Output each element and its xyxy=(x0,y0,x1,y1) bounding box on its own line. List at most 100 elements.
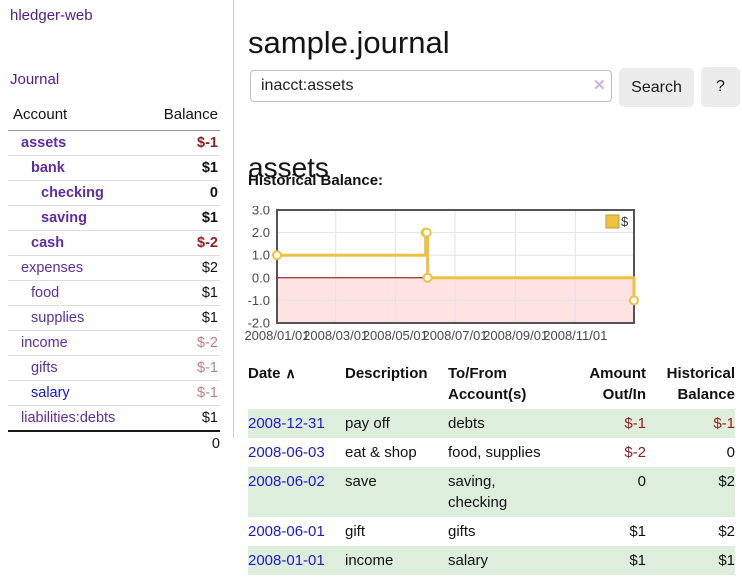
register-section: Date ∧ Description To/From Account(s) Amo… xyxy=(248,361,735,575)
account-balance: $-1 xyxy=(142,130,220,156)
account-link[interactable]: saving xyxy=(41,210,87,226)
transaction-date-link[interactable]: 2008-06-03 xyxy=(248,444,325,461)
account-balance: 0 xyxy=(142,180,220,206)
register-header-row: Date ∧ Description To/From Account(s) Amo… xyxy=(248,361,735,409)
y-tick-label: -2.0 xyxy=(248,316,270,331)
x-tick-label: 2008/07/01 xyxy=(422,328,487,343)
data-point-marker xyxy=(422,272,433,283)
x-tick-label: 2008/09/01 xyxy=(483,328,548,343)
account-row: food $1 xyxy=(8,280,220,306)
account-link[interactable]: bank xyxy=(31,160,65,176)
account-balance: $1 xyxy=(142,155,220,181)
chart-title: Historical Balance: xyxy=(248,172,384,189)
transaction-amount: 0 xyxy=(637,473,646,490)
x-tick-label: 2008/01/01 xyxy=(244,328,309,343)
account-row: checking 0 xyxy=(8,180,220,206)
x-tick-label: 2008/05/01 xyxy=(363,328,428,343)
account-heading: assets xyxy=(248,152,329,184)
accounts-total: 0 xyxy=(211,436,220,452)
sidebar-divider xyxy=(233,0,234,438)
sort-asc-icon: ∧ xyxy=(285,365,296,381)
transaction-description: save xyxy=(345,473,377,490)
account-row: supplies $1 xyxy=(8,305,220,331)
transaction-date-link[interactable]: 2008-12-31 xyxy=(248,415,325,432)
account-link[interactable]: supplies xyxy=(31,310,85,326)
y-tick-label: -1.0 xyxy=(248,293,270,308)
app-brand[interactable]: hledger-web xyxy=(10,7,93,24)
account-balance: $-1 xyxy=(142,380,220,406)
x-tick-label: 2008/11/01 xyxy=(543,328,607,343)
register-row[interactable]: 2008-06-02 save saving, checking 0 $2 xyxy=(248,467,735,517)
historical-balance-chart: 3.0 2.0 1.0 0.0 -1.0 -2.0 2008/01/01 2008/03/01… xyxy=(239,203,641,346)
account-link[interactable]: checking xyxy=(41,185,104,201)
y-tick-label: 0.0 xyxy=(252,270,270,285)
account-row: saving $1 xyxy=(8,205,220,231)
account-row: liabilities:debts $1 xyxy=(8,405,220,432)
accounts-table: Account Balance assets $-1 bank $1 checking 0… xyxy=(8,102,220,432)
accounts-header-account: Account xyxy=(8,102,143,131)
transaction-accounts: gifts xyxy=(448,523,476,540)
transaction-date-link[interactable]: 2008-06-01 xyxy=(248,523,325,540)
x-tick-label: 2008/03/01 xyxy=(303,328,368,343)
data-point-marker xyxy=(272,250,282,261)
account-balance: $1 xyxy=(142,205,220,231)
y-tick-label: 2.0 xyxy=(252,225,270,240)
transaction-balance: $2 xyxy=(718,473,735,490)
legend-label: $ xyxy=(621,214,629,229)
account-link[interactable]: salary xyxy=(31,385,70,401)
help-button[interactable]: ? xyxy=(701,67,740,107)
register-header-accounts: To/From Account(s) xyxy=(448,365,527,403)
transaction-date-link[interactable]: 2008-01-01 xyxy=(248,552,325,569)
transaction-balance: $1 xyxy=(718,552,735,569)
transaction-date-link[interactable]: 2008-06-02 xyxy=(248,473,325,490)
account-balance: $2 xyxy=(142,255,220,281)
transaction-accounts: debts xyxy=(448,415,485,432)
account-row: income $-2 xyxy=(8,330,220,356)
legend-swatch xyxy=(605,214,620,229)
search-clear-icon[interactable]: ✕ xyxy=(593,77,606,94)
data-point-marker xyxy=(421,227,432,238)
register-table: Date ∧ Description To/From Account(s) Amo… xyxy=(248,361,735,575)
transaction-description: eat & shop xyxy=(345,444,417,461)
register-header-description: Description xyxy=(345,365,428,382)
register-row[interactable]: 2008-12-31 pay off debts $-1 $-1 xyxy=(248,409,735,438)
search-button[interactable]: Search xyxy=(619,68,694,107)
transaction-balance: $-1 xyxy=(713,415,735,432)
account-link[interactable]: food xyxy=(31,285,60,301)
account-link[interactable]: gifts xyxy=(31,360,58,376)
y-tick-label: 1.0 xyxy=(252,248,270,263)
register-row[interactable]: 2008-01-01 income salary $1 $1 xyxy=(248,546,735,575)
sidebar-item-journal[interactable]: Journal xyxy=(10,71,60,88)
transaction-amount: $1 xyxy=(629,552,646,569)
register-header-date[interactable]: Date ∧ xyxy=(248,365,296,382)
account-link[interactable]: cash xyxy=(31,235,65,251)
register-row[interactable]: 2008-06-03 eat & shop food, supplies $-2 0 xyxy=(248,438,735,467)
register-header-amount: Amount Out/In xyxy=(589,365,646,403)
transaction-accounts: salary xyxy=(448,552,489,569)
plot-border xyxy=(276,209,635,324)
account-balance: $1 xyxy=(142,305,220,331)
transaction-accounts: saving, checking xyxy=(448,473,508,511)
register-row[interactable]: 2008-06-01 gift gifts $1 $2 xyxy=(248,517,735,546)
search-input[interactable] xyxy=(250,70,612,102)
account-link[interactable]: expenses xyxy=(21,260,84,276)
account-row: salary $-1 xyxy=(8,380,220,406)
chart-canvas: 3.0 2.0 1.0 0.0 -1.0 -2.02008/01/012008/03/01… xyxy=(244,203,639,343)
account-balance: $1 xyxy=(142,280,220,306)
transaction-accounts: food, supplies xyxy=(448,444,541,461)
account-balance: $-2 xyxy=(142,330,220,356)
account-row: bank $1 xyxy=(8,155,220,181)
account-link[interactable]: income xyxy=(21,335,68,351)
transaction-description: income xyxy=(345,552,394,569)
transaction-description: pay off xyxy=(345,415,390,432)
account-link[interactable]: assets xyxy=(21,135,67,151)
transaction-amount: $1 xyxy=(629,523,646,540)
account-row: expenses $2 xyxy=(8,255,220,281)
account-link[interactable]: liabilities:debts xyxy=(21,410,116,426)
y-tick-label: 3.0 xyxy=(252,206,270,218)
account-row: cash $-2 xyxy=(8,230,220,256)
account-balance: $1 xyxy=(142,405,220,432)
accounts-sidebar: Account Balance assets $-1 bank $1 checking 0… xyxy=(8,102,220,452)
transaction-balance: 0 xyxy=(726,444,735,461)
transaction-amount: $-1 xyxy=(624,415,646,432)
